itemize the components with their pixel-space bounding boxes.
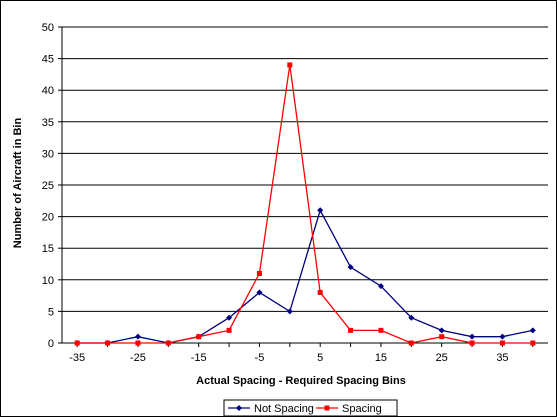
- data-point: [438, 327, 445, 334]
- x-tick-label: 35: [496, 352, 508, 364]
- legend-label: Not Spacing: [254, 403, 314, 415]
- gridlines: [62, 26, 548, 312]
- data-point: [408, 314, 415, 321]
- data-point: [196, 334, 202, 340]
- data-point: [499, 340, 505, 346]
- data-point: [347, 264, 354, 271]
- legend-item: Not Spacing: [228, 403, 314, 415]
- data-point: [226, 327, 232, 333]
- legend-marker: [324, 405, 330, 411]
- legend-box: [223, 399, 398, 417]
- data-point: [165, 340, 171, 346]
- data-point: [499, 333, 506, 340]
- y-tick-label: 5: [48, 306, 54, 318]
- x-axis-title: Actual Spacing - Required Spacing Bins: [196, 375, 406, 387]
- y-tick-label: 25: [42, 180, 54, 192]
- series-line: [77, 208, 533, 344]
- data-point: [469, 340, 475, 346]
- x-tick-label: -5: [255, 352, 265, 364]
- data-point: [286, 308, 293, 315]
- data-point: [74, 340, 80, 346]
- data-point: [378, 327, 384, 333]
- x-tick-label: -15: [191, 352, 207, 364]
- data-point: [256, 289, 263, 296]
- data-point: [287, 62, 293, 68]
- data-point: [377, 283, 384, 290]
- series: [74, 62, 536, 346]
- x-tick-label: 5: [317, 352, 323, 364]
- data-point: [348, 327, 354, 333]
- data-point: [105, 340, 111, 346]
- data-point: [530, 340, 536, 346]
- series-not-spacing: [74, 207, 536, 346]
- axes: [58, 26, 548, 347]
- x-tick-label: -35: [69, 352, 85, 364]
- series-line: [77, 64, 533, 344]
- y-tick-label: 35: [42, 117, 54, 129]
- data-point: [226, 314, 233, 321]
- data-point: [529, 327, 536, 334]
- y-tick-label: 30: [42, 148, 54, 160]
- x-tick-label: -25: [130, 352, 146, 364]
- data-point: [134, 333, 141, 340]
- legend-label: Spacing: [342, 403, 382, 415]
- data-point: [317, 289, 323, 295]
- y-axis-title: Number of Aircraft in Bin: [12, 118, 24, 249]
- y-tick-label: 20: [42, 212, 54, 224]
- legend: Not Spacing Spacing: [223, 399, 398, 417]
- y-tick-label: 10: [42, 275, 54, 287]
- data-point: [317, 207, 324, 214]
- y-tick-labels: 0 5 10 15 20 25 30 35 40 45 50: [42, 22, 54, 350]
- data-point: [469, 333, 476, 340]
- data-point: [408, 340, 414, 346]
- x-tick-labels: -35 -25 -15 -5 5 15 25 35: [69, 352, 508, 364]
- series-spacing: [74, 62, 536, 346]
- x-tick-label: 15: [375, 352, 387, 364]
- data-point: [135, 340, 141, 346]
- legend-marker: [236, 405, 242, 411]
- y-tick-label: 15: [42, 243, 54, 255]
- y-tick-label: 40: [42, 85, 54, 97]
- data-point: [439, 334, 445, 340]
- y-tick-label: 50: [42, 22, 54, 34]
- y-tick-label: 0: [48, 338, 54, 350]
- y-tick-label: 45: [42, 54, 54, 66]
- legend-item: Spacing: [316, 403, 382, 415]
- data-point: [256, 270, 262, 276]
- x-tick-label: 25: [436, 352, 448, 364]
